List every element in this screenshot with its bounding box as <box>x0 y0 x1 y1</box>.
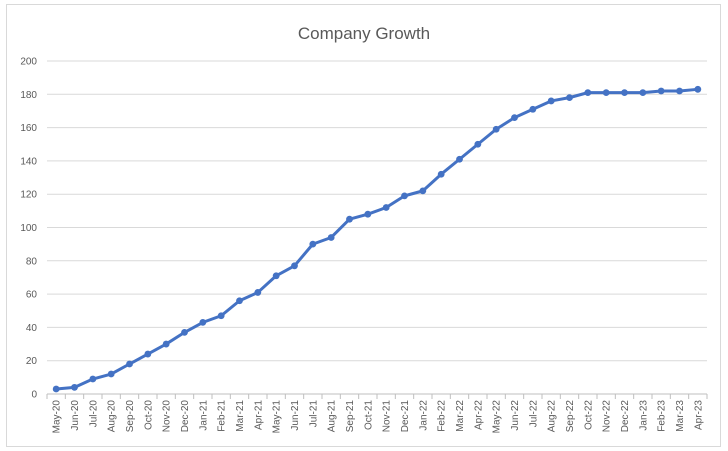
y-tick-label: 20 <box>26 356 38 367</box>
x-tick-label: Sep-21 <box>345 400 356 433</box>
data-point <box>566 94 573 102</box>
data-point <box>511 114 518 122</box>
data-point <box>676 87 683 95</box>
x-tick-label: Mar-21 <box>235 400 246 432</box>
x-tick-label: Apr-22 <box>473 400 484 430</box>
x-tick-label: Jun-22 <box>510 400 521 431</box>
x-tick-label: Jan-22 <box>418 400 429 431</box>
data-point <box>382 204 390 211</box>
chart-title: Company Growth <box>298 24 430 43</box>
line-chart: Company Growth 0 20 40 60 80 100 120 140 160 180 2… <box>20 24 708 434</box>
x-tick-label: Sep-22 <box>565 400 576 433</box>
data-point <box>236 297 243 305</box>
data-point <box>126 360 133 368</box>
gridlines <box>47 60 707 362</box>
chart-area: Company Growth 0 20 40 60 80 100 120 140 160 180 2… <box>6 4 721 447</box>
data-point <box>547 97 555 105</box>
data-point <box>199 319 207 326</box>
data-point <box>272 272 280 280</box>
x-tick-label: Jul-21 <box>308 400 319 428</box>
x-tick-label: Aug-20 <box>107 400 118 433</box>
x-tick-label: Aug-21 <box>327 400 338 433</box>
data-point <box>419 187 427 195</box>
data-point <box>437 170 445 178</box>
data-point <box>107 370 115 378</box>
x-tick-label: Aug-22 <box>547 400 558 433</box>
x-tick-label: Apr-23 <box>693 400 704 430</box>
y-tick-label: 0 <box>31 390 37 401</box>
data-point <box>291 262 298 270</box>
x-tick-label: Nov-21 <box>382 400 393 433</box>
y-tick-label: 160 <box>20 123 37 134</box>
x-tick-label: Sep-20 <box>125 400 136 433</box>
y-tick-label: 200 <box>20 57 37 68</box>
data-point <box>529 105 537 113</box>
y-tick-label: 120 <box>20 190 37 201</box>
data-point <box>52 385 60 393</box>
series-line <box>54 87 700 391</box>
data-point <box>364 210 372 218</box>
x-tick-label: Jul-22 <box>528 400 539 428</box>
x-tick-label: Jun-21 <box>290 400 301 431</box>
data-point <box>456 155 463 163</box>
data-point <box>309 240 317 248</box>
data-point <box>181 328 188 336</box>
data-point <box>89 375 97 383</box>
y-tick-label: 180 <box>20 90 37 101</box>
x-tick-label: Apr-21 <box>253 400 264 430</box>
data-point <box>621 89 628 97</box>
y-tick-label: 80 <box>26 256 38 267</box>
x-tick-label: Mar-22 <box>455 400 466 432</box>
x-tick-label: Feb-23 <box>657 400 668 432</box>
x-tick-label: May-20 <box>52 400 63 434</box>
data-point <box>584 89 592 97</box>
x-tick-label: Jul-20 <box>88 400 99 428</box>
y-tick-label: 60 <box>26 290 38 301</box>
x-tick-label: Jun-20 <box>70 400 81 431</box>
data-point <box>144 350 152 358</box>
x-axis-tick-labels: May-20 Jun-20 Jul-20 Aug-20 Sep-20 Oct-20 Nov-… <box>46 394 708 434</box>
x-tick-label: Dec-21 <box>400 400 411 433</box>
x-tick-label: May-21 <box>272 400 283 434</box>
x-tick-label: Feb-22 <box>437 400 448 432</box>
data-point <box>327 234 335 241</box>
x-tick-label: Jan-23 <box>638 400 649 431</box>
x-tick-label: Nov-20 <box>162 400 173 433</box>
data-point <box>217 312 225 320</box>
x-tick-label: Nov-22 <box>602 400 613 433</box>
x-tick-label: Dec-22 <box>620 400 631 433</box>
x-tick-label: Oct-22 <box>583 400 594 430</box>
x-tick-label: Dec-20 <box>180 400 191 433</box>
x-tick-label: Feb-21 <box>217 400 228 432</box>
y-tick-label: 40 <box>26 323 38 334</box>
data-point <box>346 215 353 223</box>
data-point <box>492 125 500 133</box>
data-point <box>162 340 170 348</box>
data-point <box>474 140 482 148</box>
data-point <box>254 289 262 296</box>
data-point <box>657 87 665 95</box>
x-tick-label: Oct-20 <box>143 400 154 430</box>
x-tick-label: Oct-21 <box>363 400 374 430</box>
x-tick-label: Mar-23 <box>675 400 686 432</box>
y-tick-label: 140 <box>20 156 37 167</box>
data-point <box>639 89 647 97</box>
x-tick-label: May-22 <box>492 400 503 434</box>
data-point <box>71 383 78 391</box>
y-tick-label: 100 <box>20 223 37 234</box>
x-tick-label: Jan-21 <box>198 400 209 431</box>
data-point <box>694 85 702 93</box>
series-group <box>52 85 702 393</box>
data-point <box>602 89 610 97</box>
y-axis-tick-labels: 0 20 40 60 80 100 120 140 160 180 200 <box>20 57 37 401</box>
data-point <box>401 192 408 200</box>
